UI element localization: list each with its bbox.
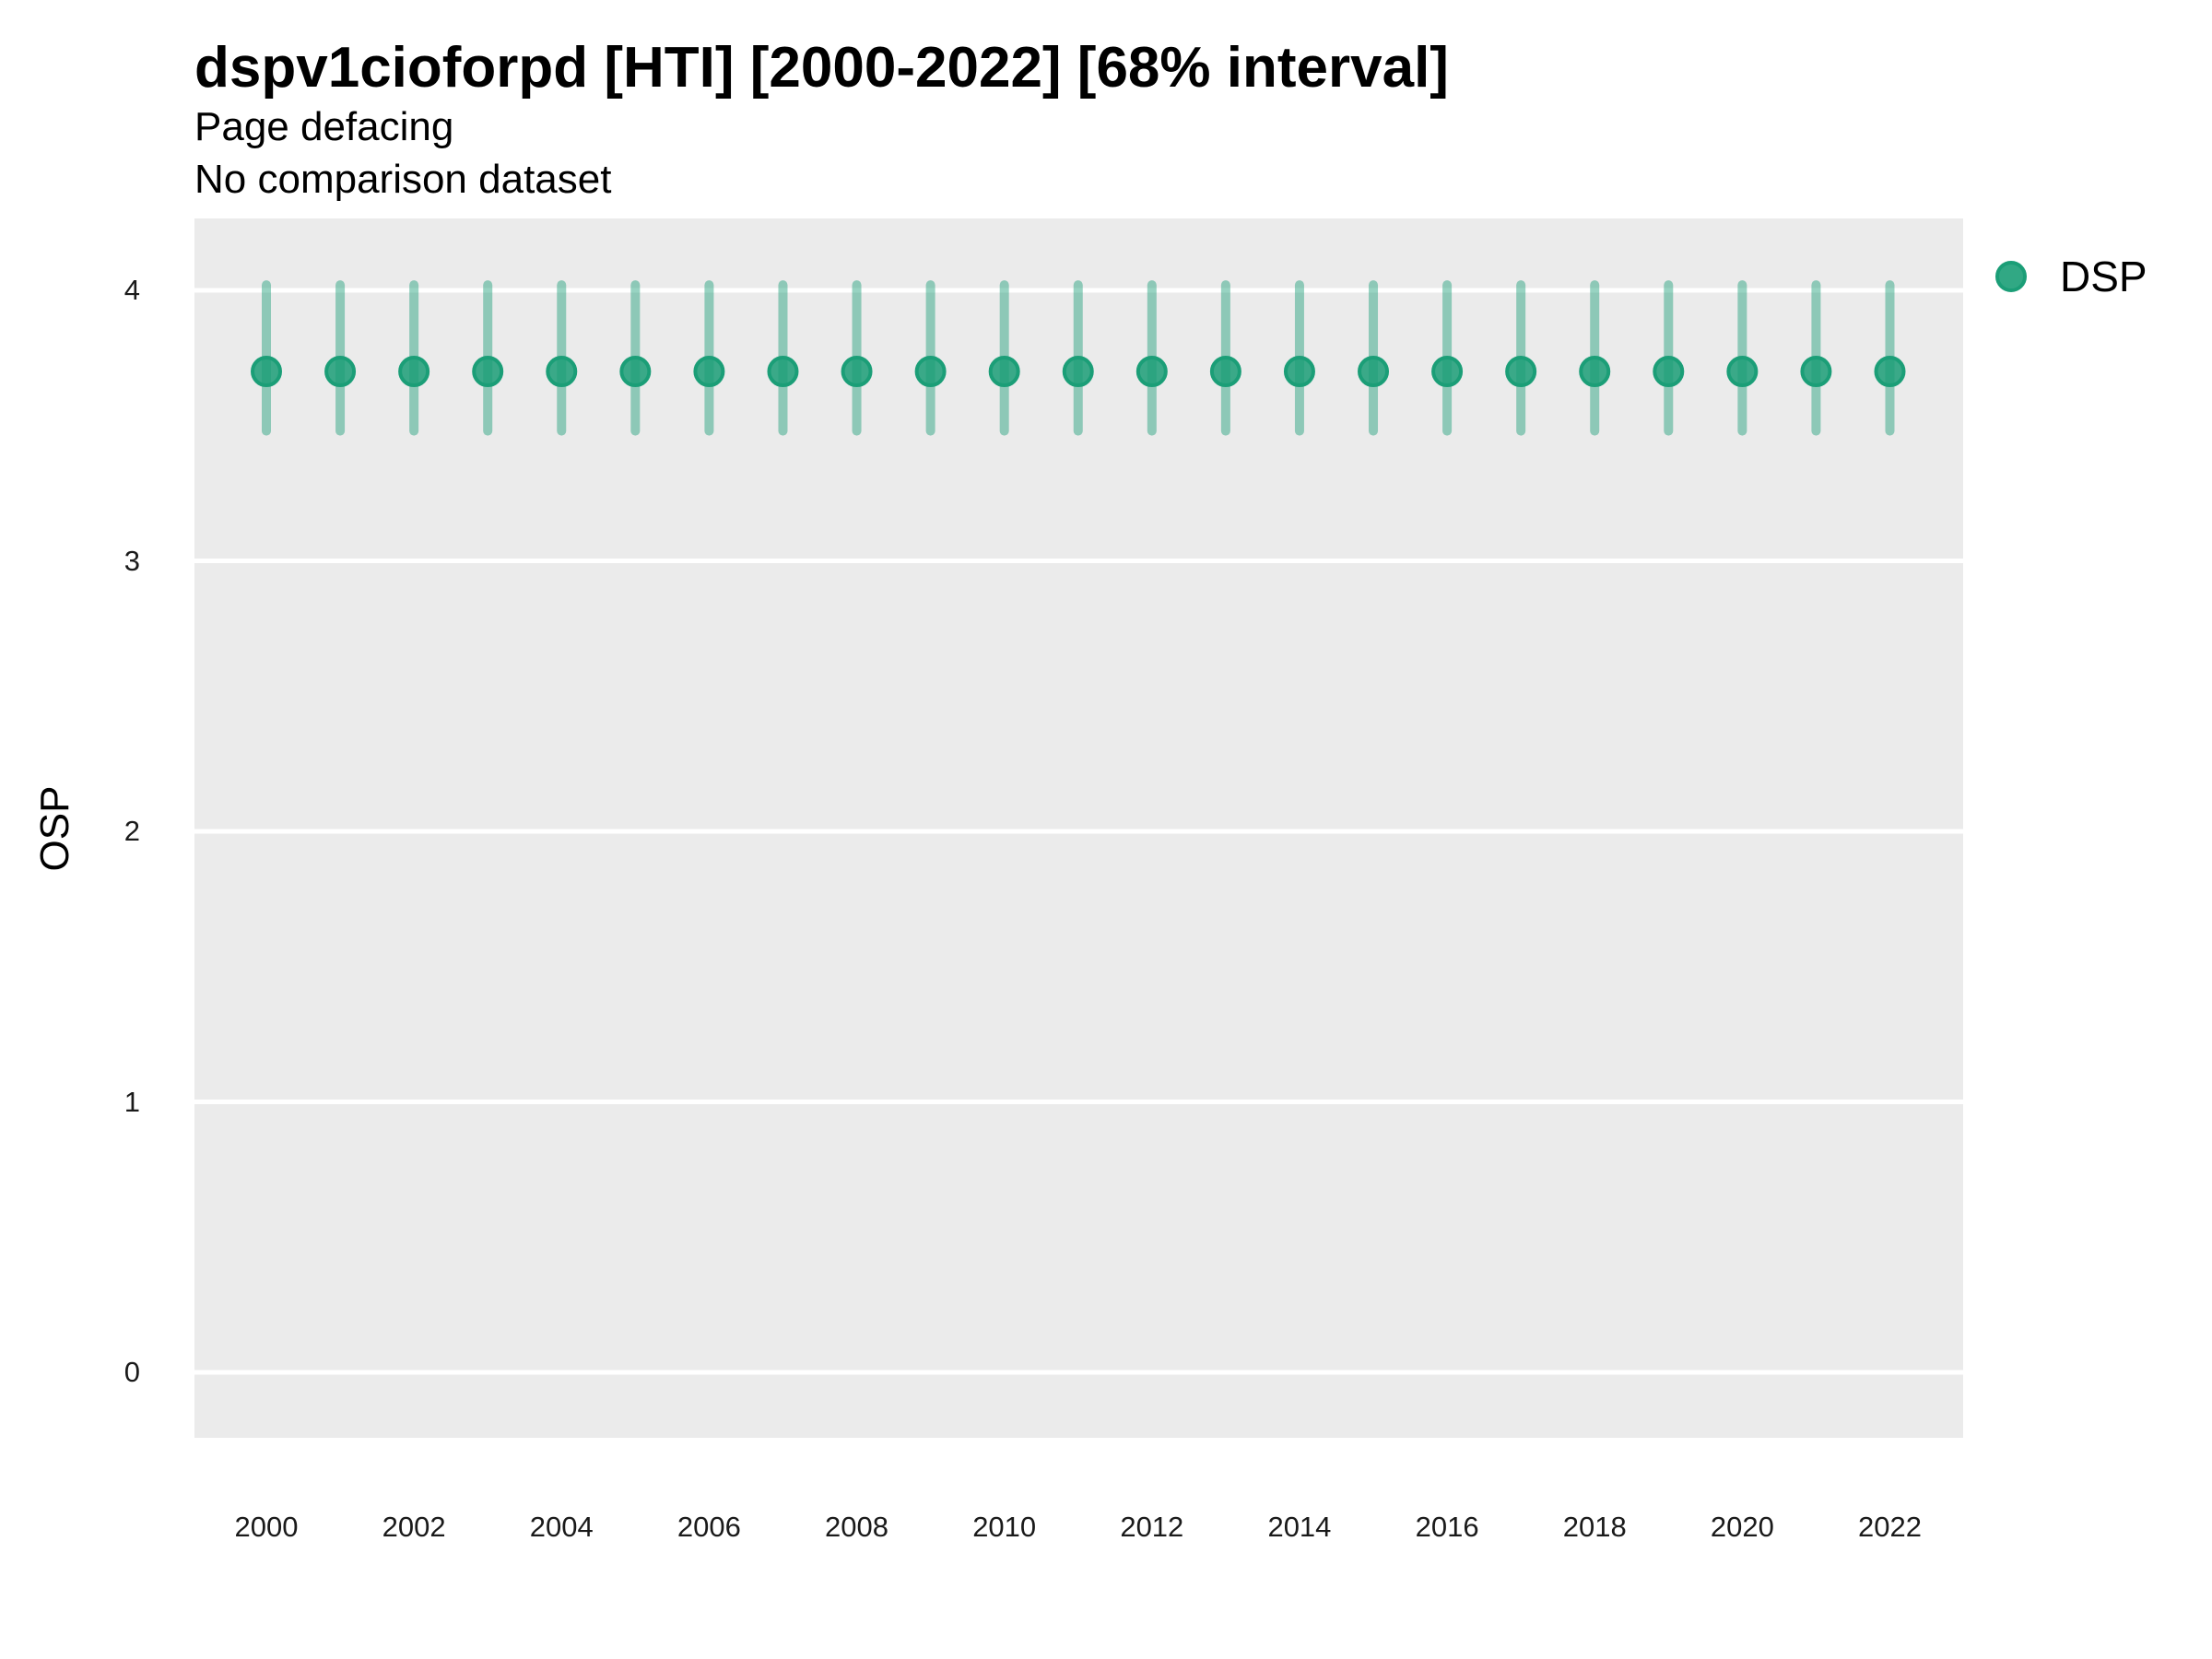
data-point (1726, 356, 1759, 388)
data-point (251, 356, 282, 388)
data-point (1579, 356, 1611, 388)
data-point (914, 356, 947, 388)
x-tick-label: 2012 (1120, 1511, 1184, 1543)
x-tick-label: 2004 (529, 1511, 594, 1543)
x-tick-label: 2006 (677, 1511, 741, 1543)
y-tick-label: 3 (124, 544, 140, 577)
x-tick-label: 2022 (1858, 1511, 1922, 1543)
data-point (324, 356, 357, 388)
legend: DSP (1995, 251, 2207, 302)
data-point (1505, 356, 1537, 388)
x-tick-label: 2014 (1267, 1511, 1332, 1543)
data-point (619, 356, 652, 388)
comparison-note: No comparison dataset (194, 157, 612, 202)
data-point (1358, 356, 1390, 388)
y-tick-label: 0 (124, 1356, 140, 1388)
data-point (1209, 356, 1241, 388)
y-tick-label: 4 (124, 274, 140, 306)
legend-label: DSP (2060, 253, 2147, 300)
data-point (841, 356, 873, 388)
data-point (1135, 356, 1168, 388)
x-tick-label: 2002 (382, 1511, 446, 1543)
data-point (1431, 356, 1464, 388)
y-tick-label: 1 (124, 1085, 140, 1118)
chart-title: dspv1cioforpd [HTI] [2000-2022] [68% int… (194, 36, 1449, 100)
y-tick-label: 2 (124, 815, 140, 847)
data-point (1653, 356, 1685, 388)
x-tick-label: 2008 (825, 1511, 889, 1543)
data-point (988, 356, 1020, 388)
legend-dot-icon (1995, 261, 2027, 292)
data-point (1800, 356, 1832, 388)
x-tick-label: 2018 (1562, 1511, 1627, 1543)
data-point (1874, 356, 1906, 388)
data-point (767, 356, 799, 388)
data-point (1283, 356, 1315, 388)
plot-panel (194, 218, 1963, 1438)
data-point (472, 356, 504, 388)
chart-subtitle: Page defacing (194, 104, 454, 149)
x-tick-label: 2020 (1710, 1511, 1774, 1543)
x-tick-label: 2010 (972, 1511, 1037, 1543)
x-tick-label: 2000 (234, 1511, 299, 1543)
plot-area (194, 280, 1963, 1375)
data-point (1062, 356, 1094, 388)
data-point (693, 356, 725, 388)
data-point (398, 356, 430, 388)
x-tick-label: 2016 (1415, 1511, 1479, 1543)
data-point (546, 356, 578, 388)
